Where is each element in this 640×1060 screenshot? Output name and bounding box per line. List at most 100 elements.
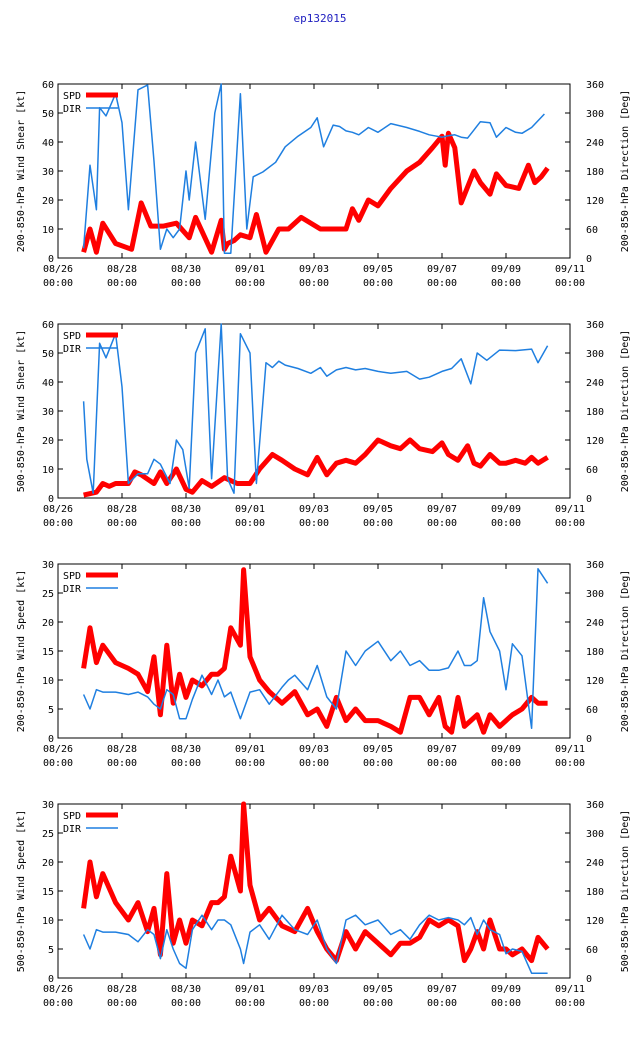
x-tick-label-time: 00:00 [299, 998, 329, 1009]
x-tick-label-date: 09/01 [235, 264, 265, 275]
x-tick-label-time: 00:00 [555, 758, 585, 769]
y2-tick-label: 300 [586, 829, 604, 840]
x-tick-label-time: 00:00 [427, 998, 457, 1009]
x-tick-label-date: 09/05 [363, 744, 393, 755]
y2-tick-label: 120 [586, 676, 604, 687]
x-tick-label-time: 00:00 [107, 998, 137, 1009]
x-tick-label-date: 09/07 [427, 504, 457, 515]
y-tick-label: 10 [42, 225, 54, 236]
x-tick-label-date: 08/28 [107, 504, 137, 515]
x-tick-label-date: 09/03 [299, 264, 329, 275]
series-line-spd [81, 567, 548, 735]
x-tick-label-time: 00:00 [299, 758, 329, 769]
x-tick-label-time: 00:00 [107, 278, 137, 289]
x-tick-label-date: 08/30 [171, 984, 201, 995]
y2-tick-label: 120 [586, 916, 604, 927]
y2-axis-label: 200-850-hPa Direction [Deg] [620, 570, 631, 733]
y2-tick-label: 0 [586, 254, 592, 265]
x-tick-label-date: 09/01 [235, 504, 265, 515]
y-tick-label: 50 [42, 109, 54, 120]
x-tick-label-time: 00:00 [491, 758, 521, 769]
y2-tick-label: 60 [586, 225, 598, 236]
series-line-dir [82, 323, 549, 494]
y2-tick-label: 180 [586, 407, 604, 418]
y-tick-label: 40 [42, 378, 54, 389]
y-tick-label: 15 [42, 887, 54, 898]
x-tick-label-date: 09/07 [427, 744, 457, 755]
y2-tick-label: 240 [586, 858, 604, 869]
x-tick-label-date: 09/07 [427, 984, 457, 995]
x-tick-label-time: 00:00 [43, 518, 73, 529]
y2-tick-label: 300 [586, 349, 604, 360]
x-tick-label-date: 09/11 [555, 744, 585, 755]
chart-3: 05101520253006012018024030036008/2600:00… [16, 560, 631, 769]
y2-tick-label: 120 [586, 436, 604, 447]
series-line-spd [83, 437, 549, 498]
x-tick-label-time: 00:00 [299, 278, 329, 289]
x-tick-label-date: 09/09 [491, 984, 521, 995]
x-tick-label-time: 00:00 [171, 758, 201, 769]
chart-2: 0 10 20 30 40 50 60 0 60 120 180 240 300 360 08/26 00:0… [16, 320, 631, 529]
y2-tick-label: 300 [586, 109, 604, 120]
y-tick-label: 5 [48, 705, 54, 716]
x-tick-label-time: 00:00 [363, 518, 393, 529]
legend-label-dir: DIR [63, 104, 82, 115]
x-tick-label-time: 00:00 [491, 518, 521, 529]
legend-label-spd: SPD [63, 811, 81, 822]
x-tick-label-date: 08/26 [43, 264, 73, 275]
x-tick-label-date: 09/07 [427, 264, 457, 275]
y-tick-label: 10 [42, 916, 54, 927]
x-tick-label-date: 09/05 [363, 984, 393, 995]
y-tick-label: 20 [42, 436, 54, 447]
y2-tick-label: 0 [586, 974, 592, 985]
y2-tick-label: 60 [586, 465, 598, 476]
x-tick-label-time: 00:00 [171, 278, 201, 289]
x-tick-label-date: 08/30 [171, 264, 201, 275]
chart-4: 05101520253006012018024030036008/2600:00… [16, 800, 631, 1009]
x-tick-label-date: 09/03 [299, 744, 329, 755]
x-tick-label-time: 00:00 [43, 758, 73, 769]
x-tick-label-date: 09/01 [235, 984, 265, 995]
legend-label-dir: DIR [63, 584, 82, 595]
legend-label-spd: SPD [63, 331, 81, 342]
y2-tick-label: 180 [586, 887, 604, 898]
y-tick-label: 30 [42, 167, 54, 178]
x-tick-label-time: 00:00 [43, 278, 73, 289]
x-tick-label-date: 08/28 [107, 984, 137, 995]
y2-tick-label: 180 [586, 647, 604, 658]
x-tick-label-date: 08/26 [43, 504, 73, 515]
x-tick-label-date: 09/09 [491, 744, 521, 755]
x-tick-label-date: 09/09 [491, 264, 521, 275]
series-line-spd [81, 801, 550, 964]
y2-axis-label: 200-850-hPa Direction [Deg] [620, 90, 631, 253]
y2-tick-label: 360 [586, 560, 604, 571]
x-tick-label-time: 00:00 [427, 278, 457, 289]
x-tick-label-date: 09/09 [491, 504, 521, 515]
x-tick-label-date: 08/28 [107, 744, 137, 755]
y-tick-label: 0 [48, 254, 54, 265]
x-tick-label-time: 00:00 [235, 278, 265, 289]
y-tick-label: 20 [42, 196, 54, 207]
x-tick-label-date: 09/11 [555, 504, 585, 515]
y-tick-label: 20 [42, 618, 54, 629]
x-tick-label-time: 00:00 [235, 518, 265, 529]
x-tick-label-time: 00:00 [363, 278, 393, 289]
y-tick-label: 50 [42, 349, 54, 360]
y2-tick-label: 240 [586, 618, 604, 629]
y-tick-label: 40 [42, 138, 54, 149]
legend-label-dir: DIR [63, 344, 82, 355]
y-tick-label: 0 [48, 734, 54, 745]
y-axis-label: 200-850-hPa Wind Speed [kt] [16, 570, 27, 733]
y-axis-label: 500-850-hPa Wind Shear [kt] [16, 330, 27, 493]
y-tick-label: 25 [42, 589, 54, 600]
y2-axis-label: 200-850-hPa Direction [Deg] [620, 330, 631, 493]
y-tick-label: 20 [42, 858, 54, 869]
x-tick-label-time: 00:00 [363, 758, 393, 769]
y-tick-label: 60 [42, 320, 54, 331]
y2-axis-label: 500-850-hPa Direction [Deg] [620, 810, 631, 973]
x-tick-label-time: 00:00 [107, 518, 137, 529]
plot-frame [57, 803, 571, 979]
series-line-dir [82, 568, 549, 730]
y2-tick-label: 0 [586, 494, 592, 505]
x-tick-label-time: 00:00 [171, 998, 201, 1009]
